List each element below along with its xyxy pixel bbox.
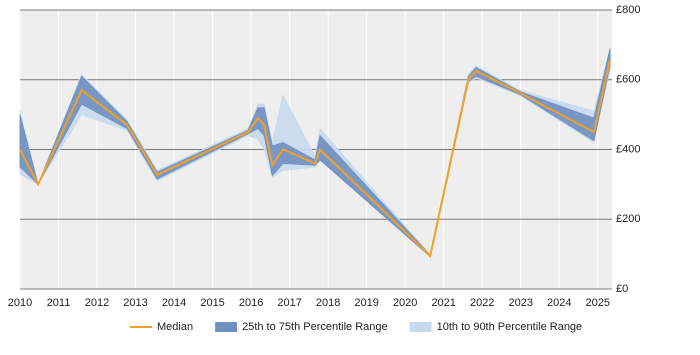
x-tick-label: 2020 xyxy=(393,297,417,309)
x-tick-label: 2010 xyxy=(8,297,32,309)
x-tick-label: 2018 xyxy=(316,297,340,309)
x-tick-label: 2024 xyxy=(547,297,571,309)
y-tick-label: £400 xyxy=(616,143,640,155)
x-tick-label: 2011 xyxy=(47,297,71,309)
legend-swatch xyxy=(215,322,238,332)
x-tick-label: 2014 xyxy=(162,297,186,309)
percentile-band xyxy=(19,48,611,258)
median-line xyxy=(19,59,612,258)
x-tick-label: 2016 xyxy=(239,297,263,309)
x-tick-label: 2017 xyxy=(277,297,301,309)
y-tick-label: £0 xyxy=(616,283,628,295)
y-tick-label: £200 xyxy=(616,213,640,225)
y-tick-label: £600 xyxy=(616,74,640,86)
legend-swatch xyxy=(409,322,432,332)
x-tick-label: 2019 xyxy=(354,297,378,309)
y-tick-label: £800 xyxy=(616,4,640,16)
legend-label: 10th to 90th Percentile Range xyxy=(437,321,583,333)
x-tick-label: 2021 xyxy=(431,297,455,309)
x-tick-label: 2022 xyxy=(470,297,494,309)
x-tick-label: 2015 xyxy=(200,297,224,309)
legend-label: 25th to 75th Percentile Range xyxy=(242,321,388,333)
x-tick-label: 2013 xyxy=(123,297,147,309)
legend-label: Median xyxy=(157,321,193,333)
x-tick-label: 2023 xyxy=(508,297,532,309)
x-tick-label: 2025 xyxy=(586,297,610,309)
x-tick-label: 2012 xyxy=(85,297,109,309)
